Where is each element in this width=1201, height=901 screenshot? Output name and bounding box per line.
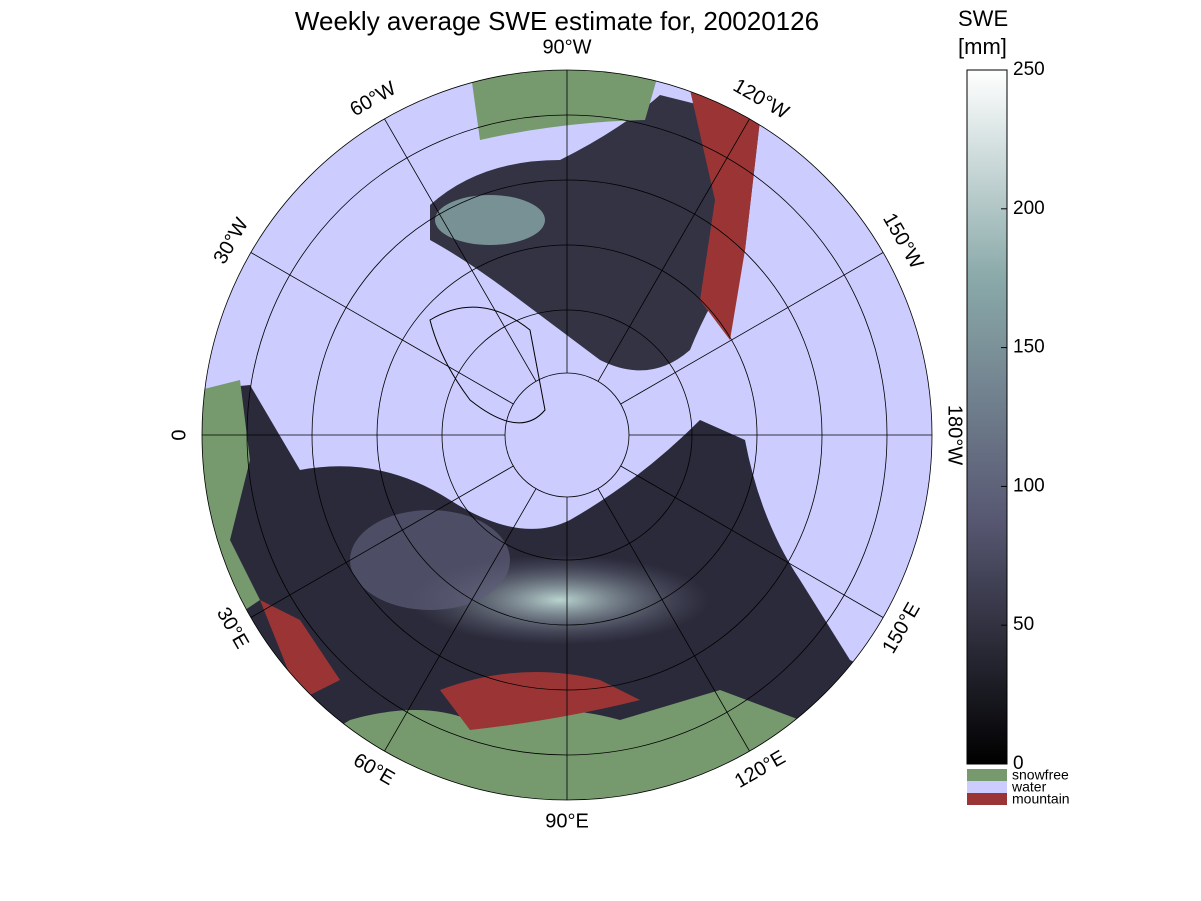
meridian-label: 180°W <box>944 405 966 465</box>
meridian <box>250 252 514 405</box>
colorbar-tick-label: 150 <box>1013 337 1045 358</box>
colorbar <box>966 69 1008 765</box>
snowfree-america <box>470 70 660 140</box>
legend-swatch <box>967 781 1007 793</box>
meridian <box>597 118 750 382</box>
meridian <box>250 465 514 618</box>
north-america <box>430 95 760 371</box>
map-disk <box>202 70 932 800</box>
colorbar-tick-label: 0 <box>1013 753 1024 774</box>
colorbar-unit: [mm] <box>958 34 1007 59</box>
mountain-asia <box>440 672 640 730</box>
mountain-rockies <box>690 90 760 340</box>
meridian-label: 60°E <box>349 749 398 790</box>
meridian <box>620 252 884 405</box>
colorbar-title: SWE <box>958 6 1008 31</box>
greenland <box>429 306 546 424</box>
legend-swatch <box>967 769 1007 781</box>
meridian <box>597 488 750 752</box>
colorbar-tick-label: 100 <box>1013 475 1045 496</box>
snow-mid <box>350 510 510 610</box>
meridian-label: 90°E <box>545 810 589 832</box>
colorbar-tick-label: 50 <box>1013 614 1034 635</box>
snow-canada <box>435 195 545 245</box>
legend-label: mountain <box>1012 791 1070 807</box>
map-frame <box>201 69 933 801</box>
colorbar-ticks: 0 50 100 150 200 250 <box>1001 59 1045 774</box>
mountain-alps <box>260 600 340 700</box>
meridian-label: 0 <box>168 429 190 440</box>
legend-swatch <box>967 793 1007 805</box>
legend-label: snowfree <box>1012 767 1069 783</box>
meridian-label: 90°W <box>542 36 591 58</box>
meridian-label: 30°E <box>212 604 253 653</box>
meridian <box>384 118 537 382</box>
legend-label: water <box>1011 779 1047 795</box>
colorbar-tick-label: 250 <box>1013 59 1045 80</box>
map-title: Weekly average SWE estimate for, 2002012… <box>295 6 819 36</box>
meridian <box>620 465 884 618</box>
colorbar-tick-label: 200 <box>1013 198 1045 219</box>
meridian <box>384 488 537 752</box>
